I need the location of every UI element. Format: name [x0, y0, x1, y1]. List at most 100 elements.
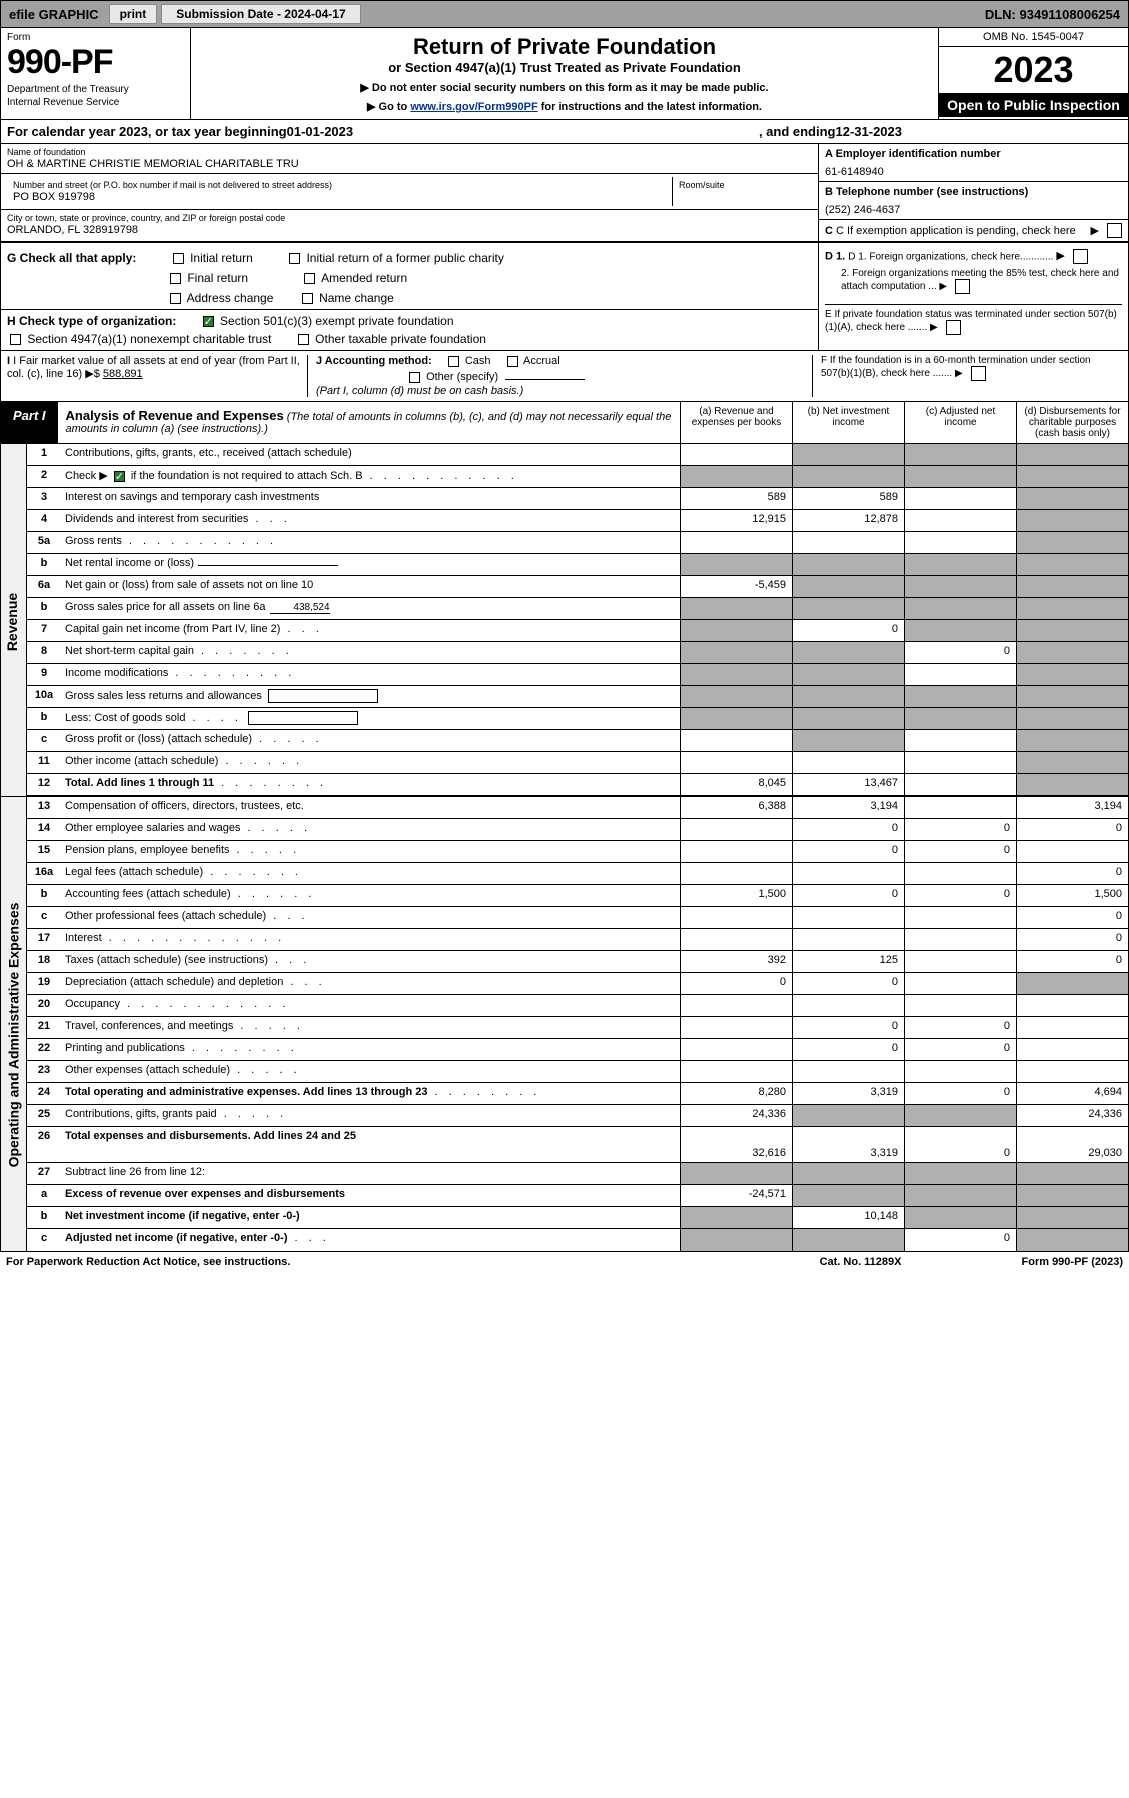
- instr-1: ▶ Do not enter social security numbers o…: [201, 81, 928, 94]
- table-row: 21Travel, conferences, and meetings . . …: [27, 1017, 1128, 1039]
- calendar-year-row: For calendar year 2023, or tax year begi…: [1, 120, 1128, 144]
- part-1-label: Part I: [1, 402, 58, 443]
- cash-checkbox[interactable]: [448, 356, 459, 367]
- schb-checkbox[interactable]: [114, 471, 125, 482]
- foundation-name: OH & MARTINE CHRISTIE MEMORIAL CHARITABL…: [7, 158, 812, 170]
- table-row: 19Depreciation (attach schedule) and dep…: [27, 973, 1128, 995]
- part-1-title: Analysis of Revenue and Expenses (The to…: [58, 402, 680, 443]
- 501c3-checkbox[interactable]: [203, 316, 214, 327]
- h-label: H Check type of organization:: [7, 314, 176, 328]
- table-row: 27Subtract line 26 from line 12:: [27, 1163, 1128, 1185]
- col-a-header: (a) Revenue and expenses per books: [680, 402, 792, 443]
- col-d-header: (d) Disbursements for charitable purpose…: [1016, 402, 1128, 443]
- table-row: 13Compensation of officers, directors, t…: [27, 797, 1128, 819]
- year-begin: 01-01-2023: [287, 124, 354, 139]
- col-c-header: (c) Adjusted net income: [904, 402, 1016, 443]
- table-row: aExcess of revenue over expenses and dis…: [27, 1185, 1128, 1207]
- name-change-checkbox[interactable]: [302, 293, 313, 304]
- table-row: 3Interest on savings and temporary cash …: [27, 488, 1128, 510]
- table-row: 2Check ▶ if the foundation is not requir…: [27, 466, 1128, 488]
- table-row: 18Taxes (attach schedule) (see instructi…: [27, 951, 1128, 973]
- phone-label: B Telephone number (see instructions): [825, 186, 1122, 198]
- table-row: bNet rental income or (loss): [27, 554, 1128, 576]
- form-ref: Form 990-PF (2023): [1022, 1256, 1124, 1268]
- form-number: 990-PF: [7, 43, 184, 82]
- table-row: cAdjusted net income (if negative, enter…: [27, 1229, 1128, 1251]
- fmv-value: 588,891: [103, 368, 143, 380]
- opex-side-label: Operating and Administrative Expenses: [1, 797, 27, 1251]
- table-row: 4Dividends and interest from securities …: [27, 510, 1128, 532]
- omb-number: OMB No. 1545-0047: [939, 28, 1128, 47]
- table-row: 23Other expenses (attach schedule) . . .…: [27, 1061, 1128, 1083]
- d1-checkbox[interactable]: [1073, 249, 1088, 264]
- col-b-header: (b) Net investment income: [792, 402, 904, 443]
- submission-date: Submission Date - 2024-04-17: [161, 4, 360, 24]
- g-label: G Check all that apply:: [7, 251, 136, 265]
- form-label: Form: [7, 32, 184, 43]
- e-checkbox[interactable]: [946, 320, 961, 335]
- dept-label: Department of the Treasury: [7, 84, 184, 95]
- open-public: Open to Public Inspection: [939, 93, 1128, 117]
- final-return-checkbox[interactable]: [170, 273, 181, 284]
- ein-label: A Employer identification number: [825, 148, 1122, 160]
- f-checkbox[interactable]: [971, 366, 986, 381]
- d2-checkbox[interactable]: [955, 279, 970, 294]
- initial-return-checkbox[interactable]: [173, 253, 184, 264]
- phone-value: (252) 246-4637: [825, 204, 1122, 216]
- page-footer: For Paperwork Reduction Act Notice, see …: [0, 1252, 1129, 1272]
- table-row: 16aLegal fees (attach schedule) . . . . …: [27, 863, 1128, 885]
- revenue-side-label: Revenue: [1, 444, 27, 796]
- table-row: 12Total. Add lines 1 through 11 . . . . …: [27, 774, 1128, 796]
- ein-value: 61-6148940: [825, 166, 1122, 178]
- other-method-checkbox[interactable]: [409, 372, 420, 383]
- efile-label: efile GRAPHIC: [1, 4, 107, 25]
- print-button[interactable]: print: [109, 4, 158, 24]
- city-value: ORLANDO, FL 328919798: [7, 224, 812, 236]
- form-header: Form 990-PF Department of the Treasury I…: [1, 28, 1128, 120]
- table-row: 7Capital gain net income (from Part IV, …: [27, 620, 1128, 642]
- room-label: Room/suite: [672, 177, 812, 206]
- table-row: 14Other employee salaries and wages . . …: [27, 819, 1128, 841]
- year-end: 12-31-2023: [836, 124, 903, 139]
- form-subtitle: or Section 4947(a)(1) Trust Treated as P…: [201, 60, 928, 75]
- top-bar: efile GRAPHIC print Submission Date - 20…: [1, 1, 1128, 28]
- c-label: C C If exemption application is pending,…: [825, 225, 1091, 237]
- paperwork-notice: For Paperwork Reduction Act Notice, see …: [6, 1256, 290, 1268]
- address-value: PO BOX 919798: [13, 191, 666, 203]
- 4947-checkbox[interactable]: [10, 334, 21, 345]
- table-row: 9Income modifications . . . . . . . . .: [27, 664, 1128, 686]
- table-row: 8Net short-term capital gain . . . . . .…: [27, 642, 1128, 664]
- amended-checkbox[interactable]: [304, 273, 315, 284]
- dln-label: DLN: 93491108006254: [977, 4, 1128, 25]
- table-row: cGross profit or (loss) (attach schedule…: [27, 730, 1128, 752]
- table-row: cOther professional fees (attach schedul…: [27, 907, 1128, 929]
- table-row: 17Interest . . . . . . . . . . . . .0: [27, 929, 1128, 951]
- initial-former-checkbox[interactable]: [289, 253, 300, 264]
- form-title: Return of Private Foundation: [201, 34, 928, 60]
- table-row: bNet investment income (if negative, ent…: [27, 1207, 1128, 1229]
- address-label: Number and street (or P.O. box number if…: [13, 180, 666, 190]
- instr-2: ▶ Go to www.irs.gov/Form990PF for instru…: [201, 100, 928, 113]
- addr-change-checkbox[interactable]: [170, 293, 181, 304]
- cat-number: Cat. No. 11289X: [820, 1256, 902, 1268]
- table-row: 24Total operating and administrative exp…: [27, 1083, 1128, 1105]
- tax-year: 2023: [939, 47, 1128, 93]
- table-row: bGross sales price for all assets on lin…: [27, 598, 1128, 620]
- table-row: 22Printing and publications . . . . . . …: [27, 1039, 1128, 1061]
- table-row: 1Contributions, gifts, grants, etc., rec…: [27, 444, 1128, 466]
- table-row: 20Occupancy . . . . . . . . . . . .: [27, 995, 1128, 1017]
- table-row: bLess: Cost of goods sold . . . .: [27, 708, 1128, 730]
- table-row: 11Other income (attach schedule) . . . .…: [27, 752, 1128, 774]
- other-taxable-checkbox[interactable]: [298, 334, 309, 345]
- table-row: 10aGross sales less returns and allowanc…: [27, 686, 1128, 708]
- table-row: 25Contributions, gifts, grants paid . . …: [27, 1105, 1128, 1127]
- c-checkbox[interactable]: [1107, 223, 1122, 238]
- city-label: City or town, state or province, country…: [7, 213, 812, 223]
- accrual-checkbox[interactable]: [507, 356, 518, 367]
- table-row: bAccounting fees (attach schedule) . . .…: [27, 885, 1128, 907]
- irs-label: Internal Revenue Service: [7, 97, 184, 108]
- irs-link[interactable]: www.irs.gov/Form990PF: [410, 101, 537, 113]
- table-row: 5aGross rents . . . . . . . . . . .: [27, 532, 1128, 554]
- table-row: 6aNet gain or (loss) from sale of assets…: [27, 576, 1128, 598]
- foundation-name-label: Name of foundation: [7, 147, 812, 157]
